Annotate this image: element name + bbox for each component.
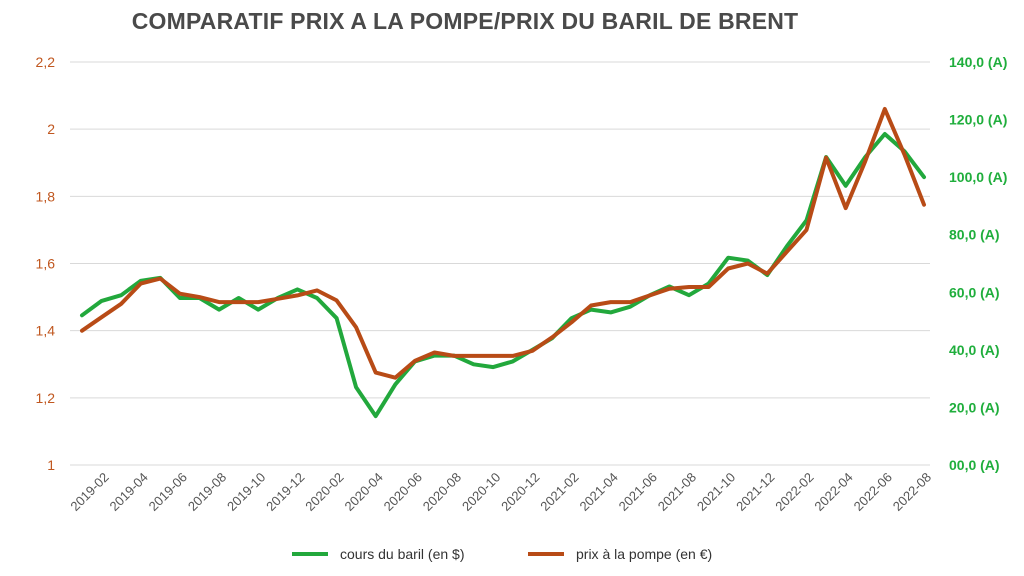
series-line-baril	[80, 132, 926, 419]
x-tick-label: 2022-06	[851, 470, 895, 514]
y-left-tick-label: 1,6	[36, 256, 56, 272]
y-left-tick-label: 2,2	[36, 54, 56, 70]
x-tick-label: 2021-04	[576, 470, 620, 514]
series-line-pompe	[80, 107, 926, 380]
y-left-tick-label: 2	[47, 121, 55, 137]
y-right-tick-label: 100,0 (A)	[949, 169, 1007, 185]
x-tick-label: 2019-04	[107, 470, 151, 514]
x-tick-label: 2020-10	[459, 470, 503, 514]
y-right-tick-label: 140,0 (A)	[949, 54, 1007, 70]
x-tick-label: 2019-12	[263, 470, 307, 514]
x-tick-label: 2019-02	[67, 470, 111, 514]
x-tick-label: 2020-06	[381, 470, 425, 514]
x-tick-label: 2020-12	[498, 470, 542, 514]
x-tick-label: 2021-02	[537, 470, 581, 514]
y-right-tick-label: 80,0 (A)	[949, 227, 1000, 243]
x-tick-label: 2021-12	[733, 470, 777, 514]
x-tick-label: 2019-08	[185, 470, 229, 514]
x-tick-label: 2019-06	[146, 470, 190, 514]
y-left-tick-label: 1,2	[36, 390, 56, 406]
y-left-tick-label: 1	[47, 457, 55, 473]
chart-title: COMPARATIF PRIX A LA POMPE/PRIX DU BARIL…	[131, 8, 799, 34]
x-tick-label: 2019-10	[224, 470, 268, 514]
x-tick-label: 2021-08	[655, 470, 699, 514]
legend-label: prix à la pompe (en €)	[576, 546, 712, 562]
y-right-tick-label: 120,0 (A)	[949, 112, 1007, 128]
y-right-tick-label: 00,0 (A)	[949, 457, 1000, 473]
x-tick-label: 2022-02	[772, 470, 816, 514]
x-tick-label: 2021-06	[616, 470, 660, 514]
legend-label: cours du baril (en $)	[340, 546, 465, 562]
x-tick-label: 2020-08	[420, 470, 464, 514]
y-left-tick-label: 1,8	[36, 188, 56, 204]
x-tick-label: 2020-04	[341, 470, 385, 514]
x-tick-label: 2020-02	[302, 470, 346, 514]
y-right-tick-label: 20,0 (A)	[949, 399, 1000, 415]
x-tick-label: 2022-04	[811, 470, 855, 514]
x-tick-label: 2021-10	[694, 470, 738, 514]
y-right-tick-label: 40,0 (A)	[949, 342, 1000, 358]
x-tick-label: 2022-08	[890, 470, 934, 514]
y-left-tick-label: 1,4	[36, 323, 56, 339]
y-right-tick-label: 60,0 (A)	[949, 284, 1000, 300]
